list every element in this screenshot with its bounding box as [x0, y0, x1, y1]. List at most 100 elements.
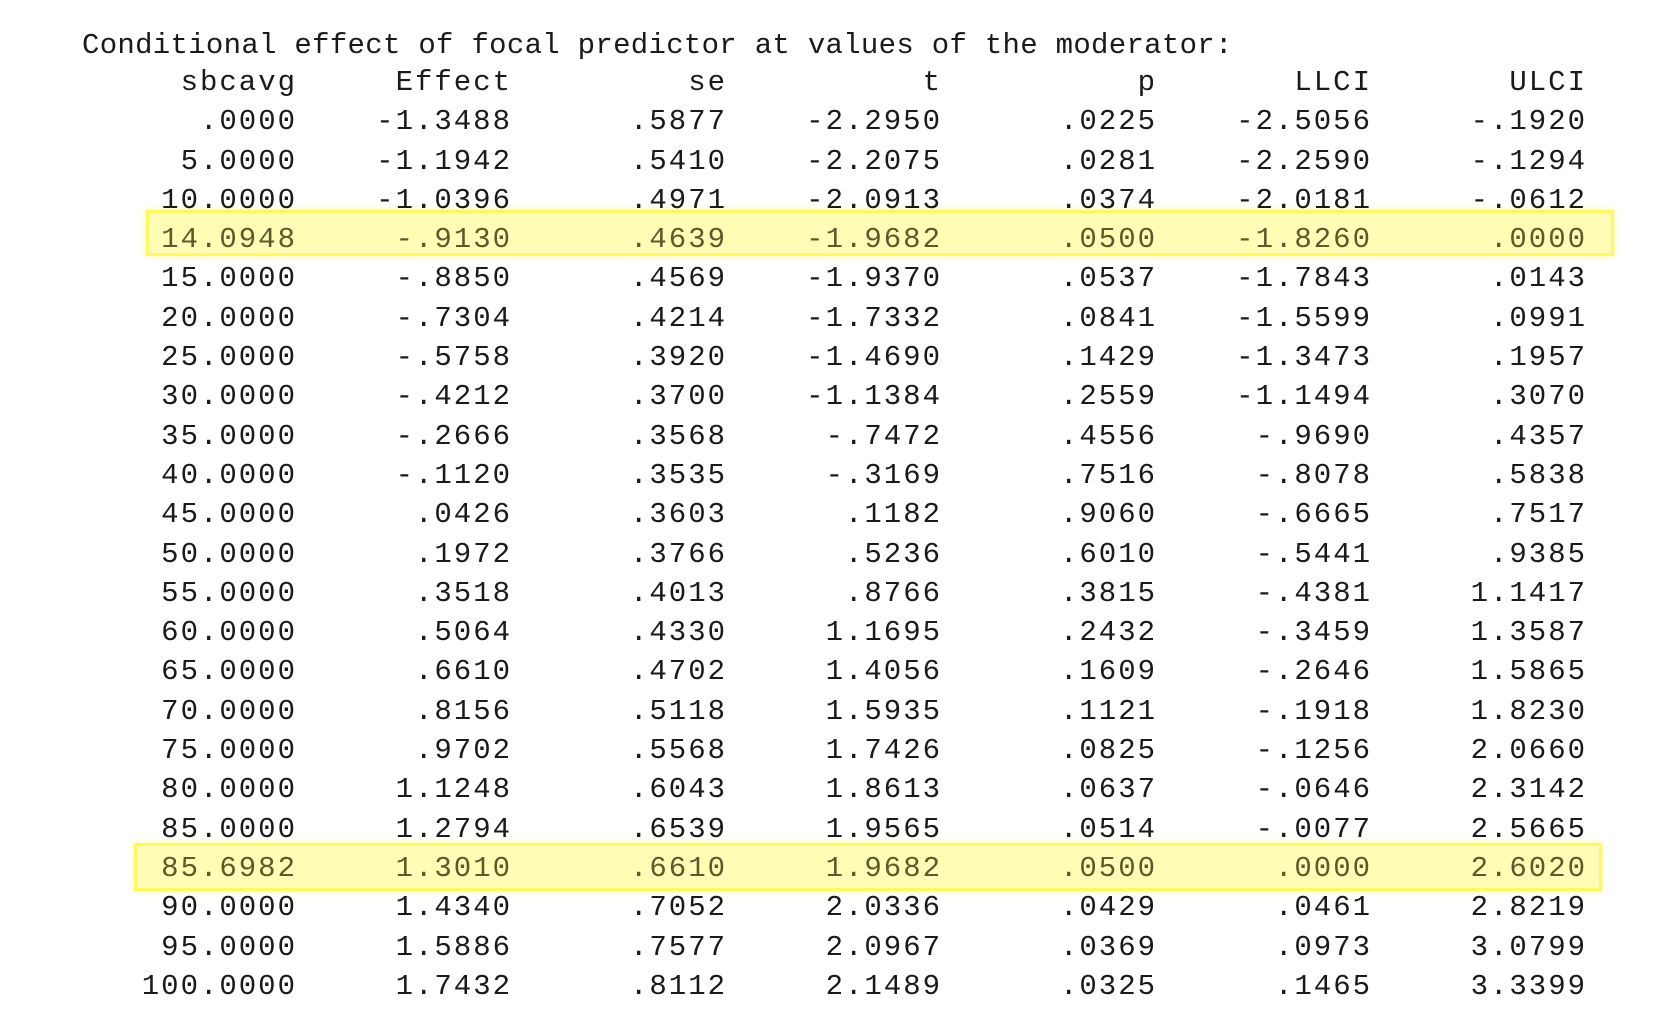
results-table: sbcavg Effect se t p LLCI ULCI .0000 -1.3…	[0, 63, 1662, 1006]
cell-p: .0841	[1059, 301, 1157, 335]
cell-sbcavg: .0000	[199, 105, 297, 139]
table-row: 80.0000 1.1248 .6043 1.8613 .0637 -.0646 2.314…	[0, 770, 1662, 809]
cell-effect: 1.1248	[395, 773, 512, 807]
cell-llci: -.3459	[1255, 616, 1372, 650]
table-row-highlighted: 14.0948 -.9130 .4639 -1.9682 .0500 -1.8260 .00…	[0, 220, 1662, 259]
cell-t: .1182	[844, 498, 942, 532]
table-row: 20.0000 -.7304 .4214 -1.7332 .0841 -1.5599 .09…	[0, 299, 1662, 338]
cell-effect: 1.3010	[395, 851, 512, 885]
cell-t: -2.2075	[806, 144, 942, 178]
cell-t: -1.1384	[806, 380, 942, 414]
cell-ulci: 1.8230	[1470, 694, 1587, 728]
cell-ulci: .4357	[1489, 419, 1587, 453]
cell-se: .3603	[629, 498, 727, 532]
cell-p: .0225	[1059, 105, 1157, 139]
table-row: 60.0000 .5064 .4330 1.1695 .2432 -.3459 1.3587	[0, 613, 1662, 652]
cell-effect: -1.3488	[376, 105, 512, 139]
cell-llci: -1.1494	[1236, 380, 1372, 414]
cell-effect: -.9130	[395, 223, 512, 257]
cell-p: .0500	[1059, 851, 1157, 885]
cell-ulci: .7517	[1489, 498, 1587, 532]
cell-t: 2.1489	[825, 969, 942, 1003]
column-header-se: se	[688, 66, 727, 99]
cell-sbcavg: 14.0948	[161, 223, 297, 257]
cell-sbcavg: 50.0000	[161, 537, 297, 571]
cell-p: .7516	[1059, 458, 1157, 492]
cell-t: 2.0967	[825, 930, 942, 964]
cell-sbcavg: 10.0000	[161, 183, 297, 217]
cell-llci: -1.8260	[1236, 223, 1372, 257]
cell-llci: -.2646	[1255, 655, 1372, 689]
cell-t: -1.4690	[806, 341, 942, 375]
cell-ulci: .1957	[1489, 341, 1587, 375]
cell-t: 1.9565	[825, 812, 942, 846]
cell-ulci: 3.3399	[1470, 969, 1587, 1003]
cell-effect: .0426	[414, 498, 512, 532]
column-header-t: t	[922, 66, 942, 99]
cell-ulci: 2.8219	[1470, 891, 1587, 925]
cell-se: .7052	[629, 891, 727, 925]
cell-t: 1.1695	[825, 616, 942, 650]
column-header-ulci: ULCI	[1509, 66, 1587, 99]
cell-se: .4971	[629, 183, 727, 217]
cell-ulci: 2.6020	[1470, 851, 1587, 885]
cell-ulci: -.0612	[1470, 183, 1587, 217]
cell-effect: .5064	[414, 616, 512, 650]
cell-llci: -1.7843	[1236, 262, 1372, 296]
table-row: 65.0000 .6610 .4702 1.4056 .1609 -.2646 1.5865	[0, 652, 1662, 691]
cell-se: .5568	[629, 734, 727, 768]
cell-ulci: 3.0799	[1470, 930, 1587, 964]
cell-t: .5236	[844, 537, 942, 571]
cell-sbcavg: 70.0000	[161, 694, 297, 728]
cell-effect: -.1120	[395, 458, 512, 492]
cell-ulci: 2.5665	[1470, 812, 1587, 846]
table-row: 5.0000 -1.1942 .5410 -2.2075 .0281 -2.2590 -.1…	[0, 142, 1662, 181]
cell-ulci: .0991	[1489, 301, 1587, 335]
column-header-p: p	[1137, 66, 1157, 99]
cell-t: -2.0913	[806, 183, 942, 217]
cell-sbcavg: 20.0000	[161, 301, 297, 335]
cell-se: .8112	[629, 969, 727, 1003]
cell-sbcavg: 65.0000	[161, 655, 297, 689]
cell-ulci: .5838	[1489, 458, 1587, 492]
cell-se: .4214	[629, 301, 727, 335]
cell-se: .5877	[629, 105, 727, 139]
cell-llci: -.5441	[1255, 537, 1372, 571]
cell-se: .3766	[629, 537, 727, 571]
cell-effect: .3518	[414, 576, 512, 610]
column-header-effect: Effect	[395, 66, 512, 99]
cell-p: .9060	[1059, 498, 1157, 532]
cell-p: .1609	[1059, 655, 1157, 689]
cell-sbcavg: 95.0000	[161, 930, 297, 964]
cell-effect: -1.0396	[376, 183, 512, 217]
cell-t: 1.9682	[825, 851, 942, 885]
cell-effect: .9702	[414, 734, 512, 768]
column-header-sbcavg: sbcavg	[180, 66, 297, 99]
cell-p: .0325	[1059, 969, 1157, 1003]
cell-se: .6539	[629, 812, 727, 846]
table-row: 55.0000 .3518 .4013 .8766 .3815 -.4381 1.1417	[0, 574, 1662, 613]
cell-ulci: 1.5865	[1470, 655, 1587, 689]
cell-se: .4330	[629, 616, 727, 650]
table-header-row: sbcavg Effect se t p LLCI ULCI	[0, 63, 1662, 102]
cell-t: -1.9682	[806, 223, 942, 257]
cell-llci: .0000	[1274, 851, 1372, 885]
cell-se: .3568	[629, 419, 727, 453]
cell-llci: -2.2590	[1236, 144, 1372, 178]
cell-p: .0281	[1059, 144, 1157, 178]
cell-llci: -.1918	[1255, 694, 1372, 728]
cell-p: .4556	[1059, 419, 1157, 453]
cell-effect: 1.2794	[395, 812, 512, 846]
cell-ulci: 1.1417	[1470, 576, 1587, 610]
cell-llci: -1.3473	[1236, 341, 1372, 375]
cell-llci: -.1256	[1255, 734, 1372, 768]
cell-sbcavg: 90.0000	[161, 891, 297, 925]
cell-sbcavg: 60.0000	[161, 616, 297, 650]
cell-ulci: .0143	[1489, 262, 1587, 296]
cell-llci: -.9690	[1255, 419, 1372, 453]
cell-se: .3920	[629, 341, 727, 375]
cell-sbcavg: 35.0000	[161, 419, 297, 453]
table-row: 70.0000 .8156 .5118 1.5935 .1121 -.1918 1.8230	[0, 692, 1662, 731]
table-row: 100.0000 1.7432 .8112 2.1489 .0325 .1465 3.339…	[0, 967, 1662, 1006]
cell-effect: .6610	[414, 655, 512, 689]
